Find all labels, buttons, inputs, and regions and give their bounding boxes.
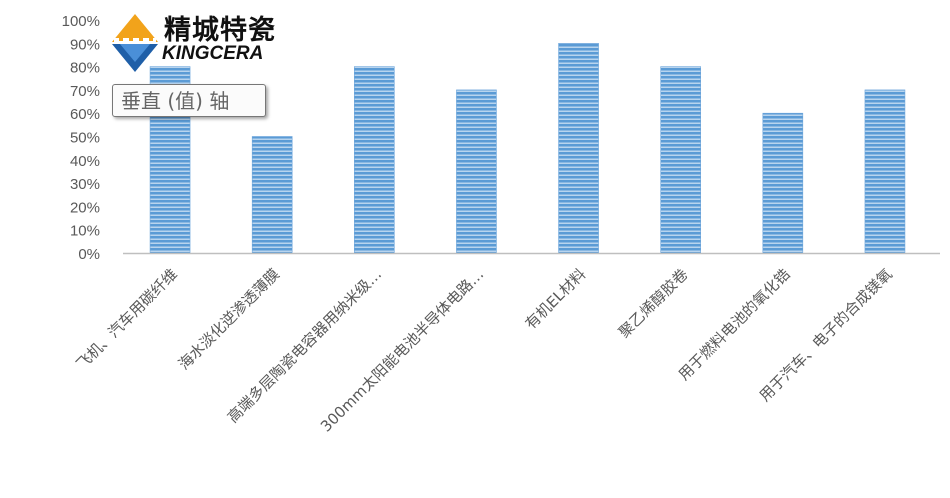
x-category-label: 用于燃料电池的氧化锆	[675, 265, 794, 384]
y-tick-label: 0%	[78, 246, 100, 263]
x-category-label: 海水淡化逆渗透薄膜	[175, 265, 283, 373]
y-tick-label: 40%	[70, 153, 100, 170]
y-tick-label: 60%	[70, 106, 100, 123]
bar	[558, 42, 599, 254]
x-category-label: 有机EL材料	[522, 265, 590, 333]
y-tick-label: 70%	[70, 83, 100, 100]
axis-tooltip: 垂直 (值) 轴	[112, 84, 266, 117]
bar	[660, 66, 701, 254]
bar	[762, 112, 804, 254]
x-category-label: 300mm太阳能电池半导体电路…	[317, 265, 487, 435]
y-tick-label: 100%	[62, 13, 100, 30]
bar	[456, 89, 497, 254]
y-tick-label: 50%	[70, 130, 100, 147]
bar	[354, 66, 395, 254]
bar	[251, 136, 293, 254]
bar	[864, 89, 906, 254]
y-tick-label: 20%	[70, 199, 100, 216]
y-tick-label: 10%	[70, 223, 100, 240]
logo-name-en: KINGCERA	[162, 43, 264, 64]
logo-diamond-icon	[112, 14, 158, 72]
x-category-label: 聚乙烯醇胶卷	[615, 265, 691, 341]
x-category-label: 飞机、汽车用碳纤维	[73, 265, 181, 373]
logo-name-cn: 精城特瓷	[164, 15, 276, 46]
y-tick-label: 30%	[70, 176, 100, 193]
y-tick-label: 80%	[70, 60, 100, 77]
y-tick-label: 90%	[70, 36, 100, 53]
kingcera-logo: 精城特瓷 KINGCERA	[110, 8, 300, 74]
